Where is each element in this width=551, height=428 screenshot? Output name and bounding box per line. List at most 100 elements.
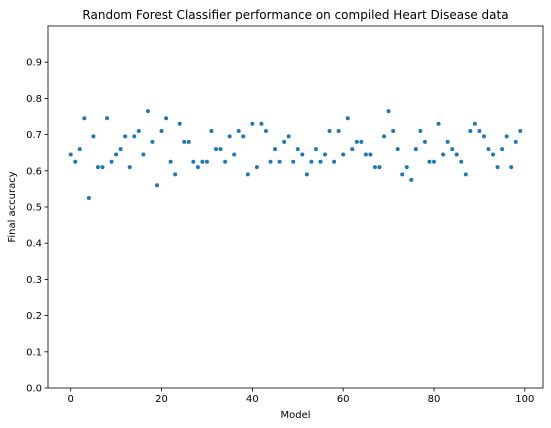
data-point: [445, 139, 450, 144]
data-point: [372, 165, 377, 170]
data-point: [182, 139, 187, 144]
data-point: [418, 128, 423, 133]
data-point: [459, 159, 464, 164]
x-tick-label: 0: [68, 394, 74, 405]
data-point: [227, 134, 232, 139]
data-point: [200, 159, 205, 164]
data-point: [359, 139, 364, 144]
y-tick-label: 0.2: [26, 311, 42, 322]
data-point: [114, 152, 119, 157]
data-point: [323, 152, 328, 157]
data-point: [386, 109, 391, 114]
data-point: [413, 147, 418, 152]
data-point: [68, 152, 73, 157]
data-point: [91, 134, 96, 139]
y-tick-label: 0.0: [26, 384, 42, 395]
data-point: [422, 139, 427, 144]
data-point: [86, 195, 91, 200]
data-point: [209, 128, 214, 133]
data-point: [409, 177, 414, 182]
data-point: [177, 121, 182, 126]
data-point: [350, 147, 355, 152]
data-point: [105, 116, 110, 121]
data-point: [472, 121, 477, 126]
data-point: [100, 165, 105, 170]
plot-area: [47, 25, 544, 389]
data-point: [304, 172, 309, 177]
data-point: [154, 183, 159, 188]
data-point: [127, 165, 132, 170]
data-point: [468, 128, 473, 133]
data-point: [481, 134, 486, 139]
data-point: [509, 165, 514, 170]
data-point: [164, 116, 169, 121]
data-point: [291, 159, 296, 164]
x-tick-label: 100: [515, 394, 534, 405]
data-point: [436, 121, 441, 126]
data-point: [377, 165, 382, 170]
data-point: [450, 147, 455, 152]
data-point: [368, 152, 373, 157]
data-point: [273, 147, 278, 152]
data-point: [486, 147, 491, 152]
data-point: [159, 128, 164, 133]
data-point: [150, 139, 155, 144]
data-point: [432, 159, 437, 164]
y-tick-label: 0.1: [26, 347, 42, 358]
data-point: [145, 109, 150, 114]
y-tick-label: 0.9: [26, 58, 42, 69]
data-point: [118, 147, 123, 152]
y-tick-label: 0.7: [26, 130, 42, 141]
data-point: [241, 134, 246, 139]
data-point: [500, 147, 505, 152]
data-point: [395, 147, 400, 152]
y-tick-label: 0.4: [26, 239, 42, 250]
data-point: [404, 165, 409, 170]
data-point: [363, 152, 368, 157]
data-point: [186, 139, 191, 144]
y-tick-label: 0.8: [26, 94, 42, 105]
data-point: [300, 152, 305, 157]
x-tick-label: 20: [155, 394, 168, 405]
x-axis-ticks: 0 20 40 60 80 100: [68, 388, 534, 405]
data-point: [77, 147, 82, 152]
data-point: [327, 128, 332, 133]
y-axis-label: Final accuracy: [7, 171, 18, 242]
data-point: [427, 159, 432, 164]
data-point: [191, 159, 196, 164]
data-point: [109, 159, 114, 164]
data-point: [123, 134, 128, 139]
data-point: [82, 116, 87, 121]
data-point: [73, 159, 78, 164]
data-point: [204, 159, 209, 164]
data-point: [518, 128, 523, 133]
data-point: [254, 165, 259, 170]
data-point: [400, 172, 405, 177]
data-point: [345, 116, 350, 121]
data-point: [263, 128, 268, 133]
data-point: [282, 139, 287, 144]
data-point: [318, 159, 323, 164]
data-point: [336, 128, 341, 133]
data-point: [477, 128, 482, 133]
data-point: [268, 159, 273, 164]
data-point: [354, 139, 359, 144]
data-point: [454, 152, 459, 157]
x-tick-label: 40: [246, 394, 259, 405]
data-point: [309, 159, 314, 164]
data-point: [277, 159, 282, 164]
x-axis-label: Model: [280, 410, 310, 421]
data-point: [391, 128, 396, 133]
chart-title: Random Forest Classifier performance on …: [82, 8, 508, 22]
data-point: [250, 121, 255, 126]
data-point: [95, 165, 100, 170]
data-point: [232, 152, 237, 157]
data-point: [236, 128, 241, 133]
data-point: [382, 134, 387, 139]
x-tick-label: 60: [337, 394, 350, 405]
data-point: [286, 134, 291, 139]
y-tick-label: 0.3: [26, 275, 42, 286]
data-point: [141, 152, 146, 157]
